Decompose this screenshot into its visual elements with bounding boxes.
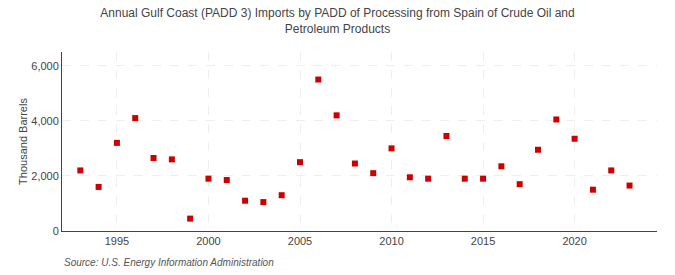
svg-text:0: 0 — [53, 225, 59, 237]
svg-text:Thousand Barrels: Thousand Barrels — [17, 98, 29, 185]
svg-text:4,000: 4,000 — [31, 115, 59, 127]
svg-text:2,000: 2,000 — [31, 170, 59, 182]
svg-text:2015: 2015 — [471, 235, 495, 247]
svg-text:2020: 2020 — [562, 235, 586, 247]
svg-text:1995: 1995 — [105, 235, 129, 247]
svg-text:2000: 2000 — [196, 235, 220, 247]
svg-text:Source: U.S. Energy Informatio: Source: U.S. Energy Information Administ… — [64, 257, 274, 268]
svg-text:Annual Gulf Coast (PADD 3) Imp: Annual Gulf Coast (PADD 3) Imports by PA… — [100, 6, 574, 36]
svg-text:2005: 2005 — [288, 235, 312, 247]
svg-text:2010: 2010 — [379, 235, 403, 247]
svg-text:6,000: 6,000 — [31, 60, 59, 72]
